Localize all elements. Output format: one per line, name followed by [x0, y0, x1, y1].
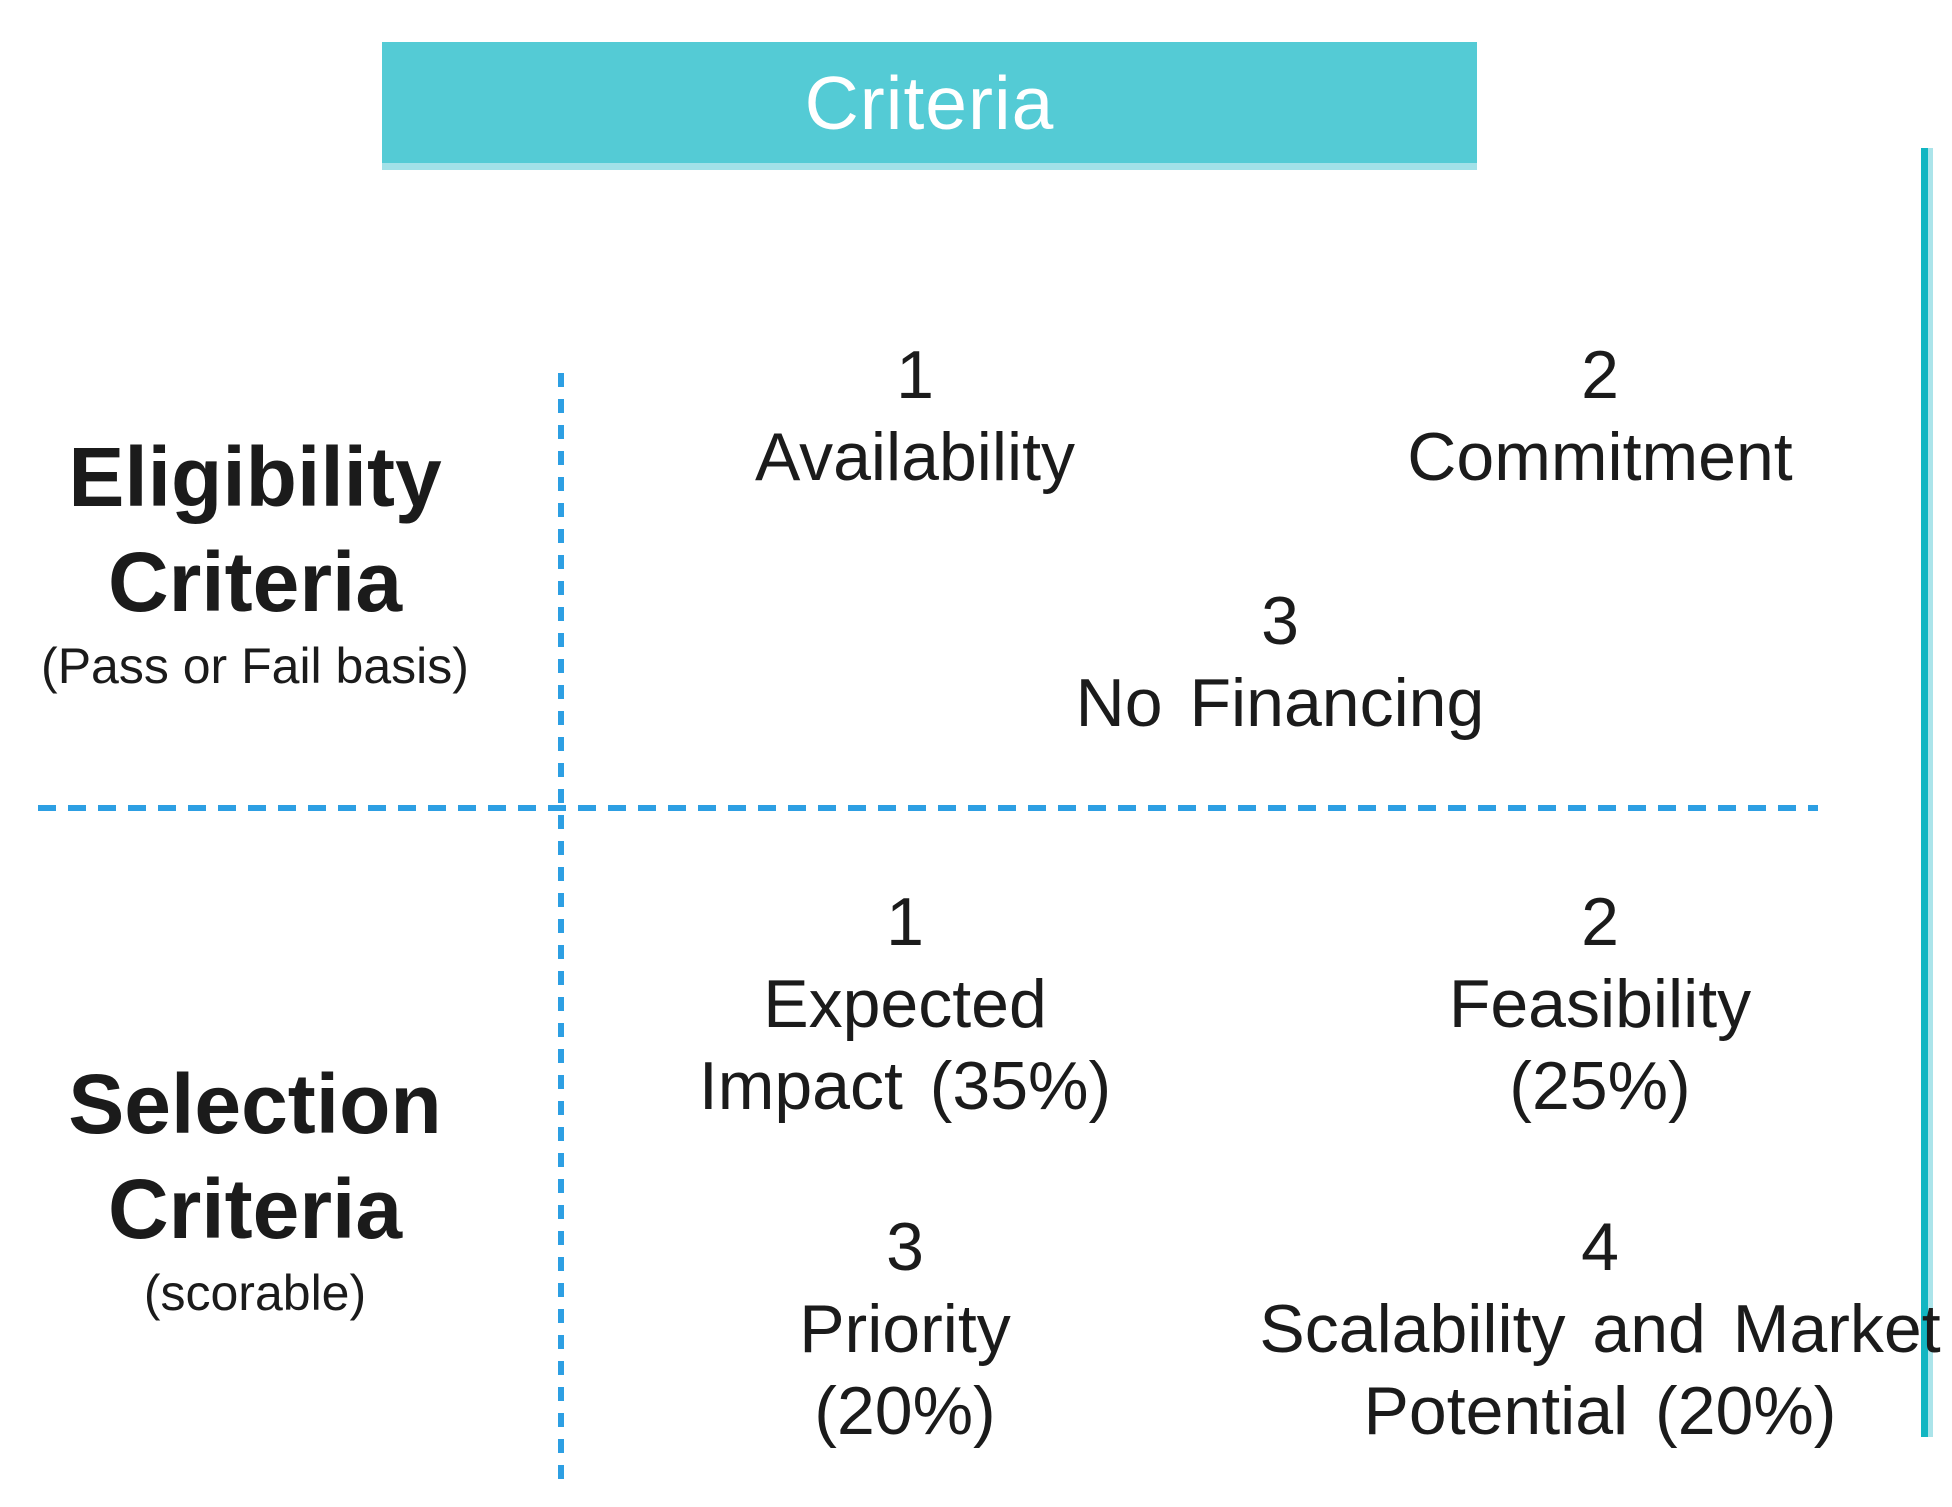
- selection-note: (scorable): [143, 1265, 367, 1321]
- item-line: Scalability and Market: [1259, 1291, 1941, 1367]
- item-line: (25%): [1509, 1048, 1691, 1124]
- eligibility-item-3: 3 No Financing: [930, 580, 1630, 744]
- item-line: Commitment: [1407, 419, 1793, 495]
- item-line: Availability: [754, 419, 1075, 495]
- selection-item-1: 1 Expected Impact (35%): [560, 881, 1250, 1127]
- item-number: 1: [896, 337, 934, 413]
- item-line: Impact (35%): [698, 1048, 1112, 1124]
- selection-item-4: 4 Scalability and Market Potential (20%): [1245, 1206, 1952, 1452]
- item-number: 3: [886, 1209, 924, 1285]
- header-title: Criteria: [804, 60, 1055, 145]
- selection-item-3: 3 Priority (20%): [560, 1206, 1250, 1452]
- item-line: (20%): [814, 1373, 996, 1449]
- eligibility-label: Eligibility Criteria (Pass or Fail basis…: [20, 425, 490, 695]
- item-number: 2: [1581, 884, 1619, 960]
- item-number: 4: [1581, 1209, 1619, 1285]
- item-line: Expected: [763, 966, 1047, 1042]
- selection-item-2: 2 Feasibility (25%): [1255, 881, 1945, 1127]
- selection-label-line2: Criteria: [107, 1162, 403, 1256]
- eligibility-note: (Pass or Fail basis): [41, 638, 469, 694]
- eligibility-label-line1: Eligibility: [68, 430, 442, 524]
- selection-label-line1: Selection: [68, 1057, 442, 1151]
- criteria-header: Criteria: [382, 42, 1477, 170]
- item-line: Potential (20%): [1363, 1373, 1837, 1449]
- eligibility-label-line2: Criteria: [107, 535, 403, 629]
- selection-label: Selection Criteria (scorable): [20, 1052, 490, 1322]
- eligibility-item-2: 2 Commitment: [1255, 334, 1945, 498]
- eligibility-item-1: 1 Availability: [570, 334, 1260, 498]
- column-divider-line: [558, 373, 564, 1480]
- item-number: 1: [886, 884, 924, 960]
- item-number: 3: [1261, 583, 1299, 659]
- item-line: Feasibility: [1448, 966, 1752, 1042]
- row-divider-line: [38, 805, 1818, 811]
- item-line: No Financing: [1075, 665, 1485, 741]
- right-accent-line: [1921, 148, 1933, 1437]
- item-line: Priority: [799, 1291, 1011, 1367]
- item-number: 2: [1581, 337, 1619, 413]
